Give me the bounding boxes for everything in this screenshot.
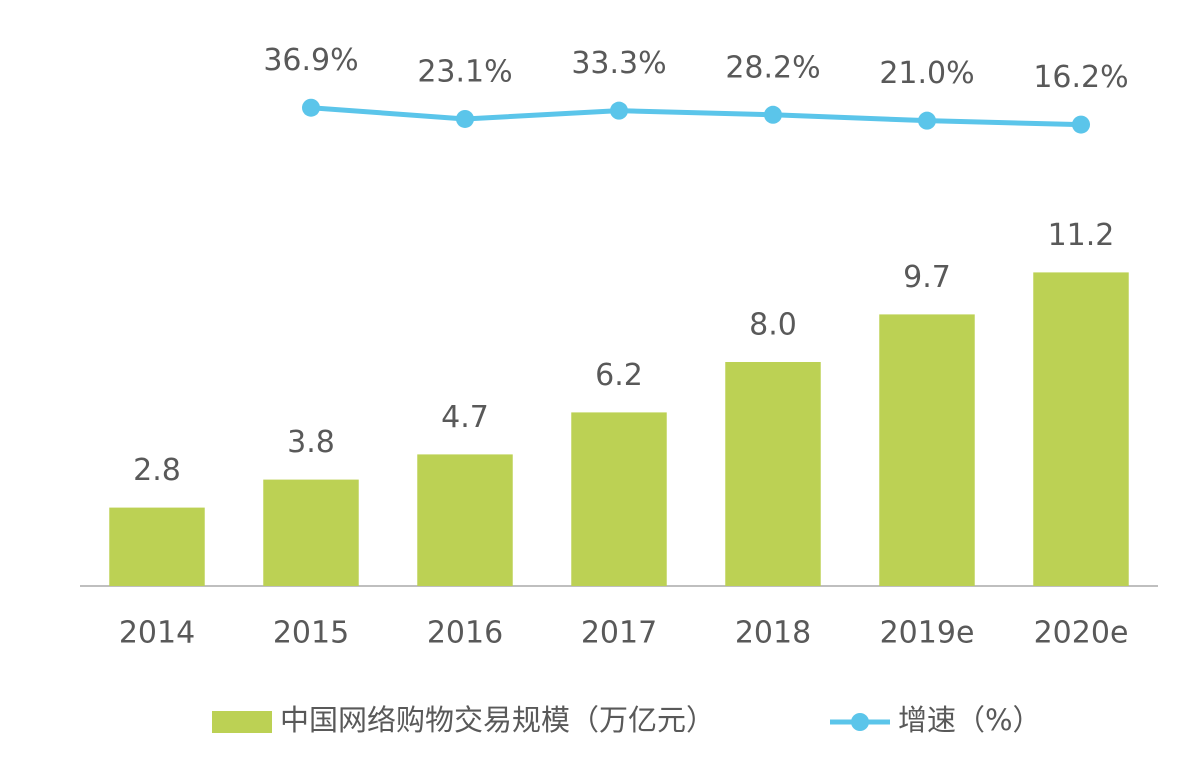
line-point bbox=[456, 109, 474, 128]
bar bbox=[571, 412, 667, 586]
legend-label: 增速（%） bbox=[898, 703, 1042, 737]
line-point bbox=[1072, 115, 1090, 134]
data-label: 23.1% bbox=[417, 54, 512, 89]
x-tick-label: 2018 bbox=[735, 616, 811, 651]
x-tick-label: 2016 bbox=[427, 616, 503, 651]
data-label: 21.0% bbox=[879, 56, 974, 91]
data-label: 28.2% bbox=[725, 50, 820, 85]
legend-swatch bbox=[851, 713, 869, 731]
data-label: 3.8 bbox=[287, 425, 335, 460]
bar bbox=[879, 314, 975, 586]
data-label: 16.2% bbox=[1033, 60, 1128, 95]
bar bbox=[263, 479, 359, 586]
bar bbox=[109, 507, 205, 586]
data-label: 4.7 bbox=[441, 400, 489, 435]
data-label: 8.0 bbox=[749, 308, 797, 343]
data-label: 36.9% bbox=[263, 43, 358, 78]
line-point bbox=[764, 105, 782, 124]
line-point bbox=[918, 111, 936, 130]
line-point bbox=[302, 98, 320, 117]
data-label: 2.8 bbox=[133, 453, 181, 488]
x-tick-label: 2017 bbox=[581, 616, 657, 651]
x-tick-label: 2014 bbox=[119, 616, 195, 651]
data-label: 11.2 bbox=[1048, 218, 1115, 253]
x-tick-label: 2015 bbox=[273, 616, 349, 651]
bar bbox=[725, 362, 821, 586]
legend-label: 中国网络购物交易规模（万亿元） bbox=[280, 703, 715, 737]
bar bbox=[1033, 272, 1129, 586]
data-label: 33.3% bbox=[571, 46, 666, 81]
x-tick-label: 2020e bbox=[1034, 616, 1129, 651]
bar bbox=[417, 454, 513, 586]
data-label: 6.2 bbox=[595, 358, 643, 393]
data-label: 9.7 bbox=[903, 260, 951, 295]
legend-swatch bbox=[212, 711, 272, 733]
line-point bbox=[610, 101, 628, 120]
x-tick-label: 2019e bbox=[880, 616, 975, 651]
line bbox=[310, 105, 1082, 128]
